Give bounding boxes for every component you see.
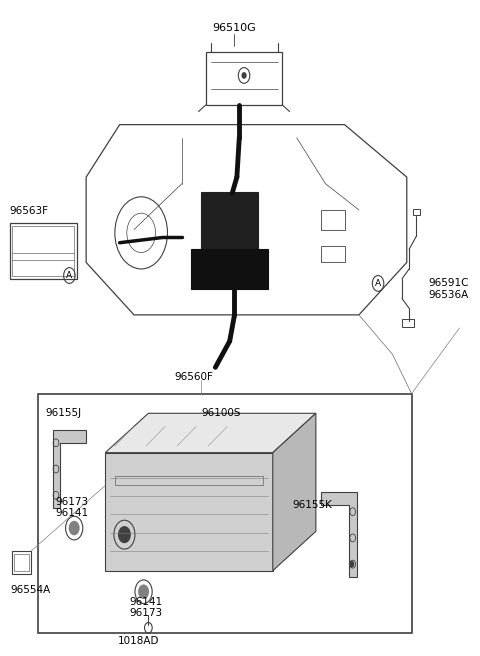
Bar <box>192 249 268 289</box>
Bar <box>38 394 411 633</box>
Bar <box>10 223 77 279</box>
Circle shape <box>350 562 354 567</box>
Text: A: A <box>375 279 381 288</box>
Text: 96510G: 96510G <box>213 23 256 33</box>
Bar <box>321 246 345 262</box>
Polygon shape <box>321 492 357 577</box>
Bar <box>12 551 31 574</box>
Text: 96155K: 96155K <box>292 500 332 510</box>
Text: 96554A: 96554A <box>11 585 51 596</box>
Text: 96155J: 96155J <box>46 408 82 419</box>
Circle shape <box>119 527 130 543</box>
Bar <box>14 554 29 571</box>
Text: 96173: 96173 <box>55 497 88 507</box>
Text: 96536A: 96536A <box>428 290 468 300</box>
Polygon shape <box>105 413 316 453</box>
Polygon shape <box>53 430 86 508</box>
Text: 96173: 96173 <box>129 608 162 619</box>
Text: 96100S: 96100S <box>201 408 240 419</box>
Polygon shape <box>273 413 316 571</box>
Circle shape <box>242 73 246 78</box>
Circle shape <box>139 585 148 598</box>
Text: 96141: 96141 <box>55 508 88 518</box>
Bar <box>402 319 414 327</box>
Bar <box>12 226 74 276</box>
Text: 96563F: 96563F <box>10 207 48 216</box>
Circle shape <box>70 522 79 535</box>
Bar <box>321 210 345 230</box>
Text: A: A <box>66 271 72 280</box>
Bar <box>206 52 282 105</box>
Text: 96560F: 96560F <box>175 372 214 382</box>
Text: 1018AD: 1018AD <box>118 636 159 646</box>
Bar <box>115 476 263 485</box>
Text: 96591C: 96591C <box>428 278 469 289</box>
Bar <box>412 209 420 215</box>
Polygon shape <box>105 453 273 571</box>
Text: 96141: 96141 <box>129 597 162 607</box>
Bar <box>201 192 258 251</box>
